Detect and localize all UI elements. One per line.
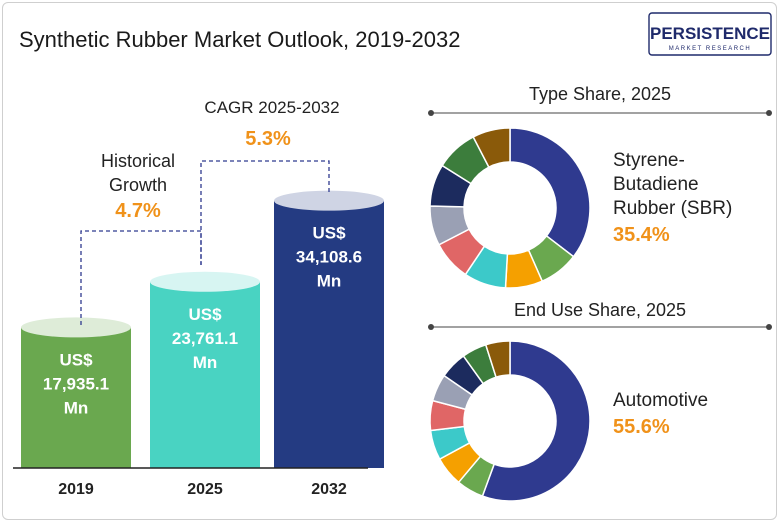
donut-enduse-slice-8 (484, 340, 511, 379)
x-tick-2019: 2019 (58, 481, 94, 498)
bar-value-label-2019: US$ (59, 350, 93, 369)
end-use-label: Automotive (613, 390, 708, 411)
bar-cap-2032 (274, 190, 384, 211)
bar-value-label-2025: Mn (193, 353, 218, 372)
cagr-value: 5.3% (245, 128, 291, 150)
page-title: Synthetic Rubber Market Outlook, 2019-20… (19, 27, 460, 52)
type-share-donut (429, 127, 591, 289)
end-use-share-title: End Use Share, 2025 (514, 300, 686, 320)
bar-value-label-2032: US$ (312, 224, 346, 243)
end-use-share-donut (429, 340, 591, 502)
bar-value-label-2032: Mn (317, 272, 342, 291)
bar-value-label-2032: 34,108.6 (296, 248, 362, 267)
bar-2032 (274, 200, 384, 468)
type-label-line3: Rubber (SBR) (613, 198, 732, 219)
bar-2025 (150, 281, 260, 468)
donut-type-slice-8 (472, 127, 511, 169)
type-share-divider (428, 110, 772, 116)
donut-type-slice-0 (509, 127, 591, 258)
logo-sub-text: MARKET RESEARCH (669, 46, 751, 52)
donut-enduse-slice-0 (481, 340, 591, 502)
type-label-line2: Butadiene (613, 174, 699, 195)
persistence-logo: PERSISTENCE MARKET RESEARCH (648, 12, 772, 56)
end-use-share-value: 55.6% (613, 416, 670, 438)
type-share-value: 35.4% (613, 224, 670, 246)
bar-2019 (21, 327, 131, 468)
infographic-canvas: Synthetic Rubber Market Outlook, 2019-20… (13, 12, 772, 502)
historical-label-line2: Growth (109, 175, 167, 195)
bar-cap-2025 (150, 271, 260, 292)
bar-value-label-2025: US$ (188, 305, 222, 324)
historical-growth-value: 4.7% (115, 200, 161, 222)
historical-label-line1: Historical (101, 151, 175, 171)
bar-value-label-2019: 17,935.1 (43, 374, 109, 393)
bar-chart: US$ 17,935.1 Mn 2019 US$ 23,761.1 Mn 2025 US$ 34,… (21, 190, 384, 498)
cagr-label: CAGR 2025-2032 (204, 98, 339, 117)
x-tick-2025: 2025 (187, 481, 223, 498)
type-label-line1: Styrene- (613, 150, 685, 171)
logo-main-text: PERSISTENCE (650, 24, 770, 43)
end-use-share-divider (428, 324, 772, 330)
bar-value-label-2019: Mn (64, 398, 89, 417)
bar-cap-2019 (21, 317, 131, 338)
x-tick-2032: 2032 (311, 481, 347, 498)
type-share-title: Type Share, 2025 (529, 84, 671, 104)
bar-value-label-2025: 23,761.1 (172, 329, 238, 348)
cagr-connector (200, 160, 330, 265)
